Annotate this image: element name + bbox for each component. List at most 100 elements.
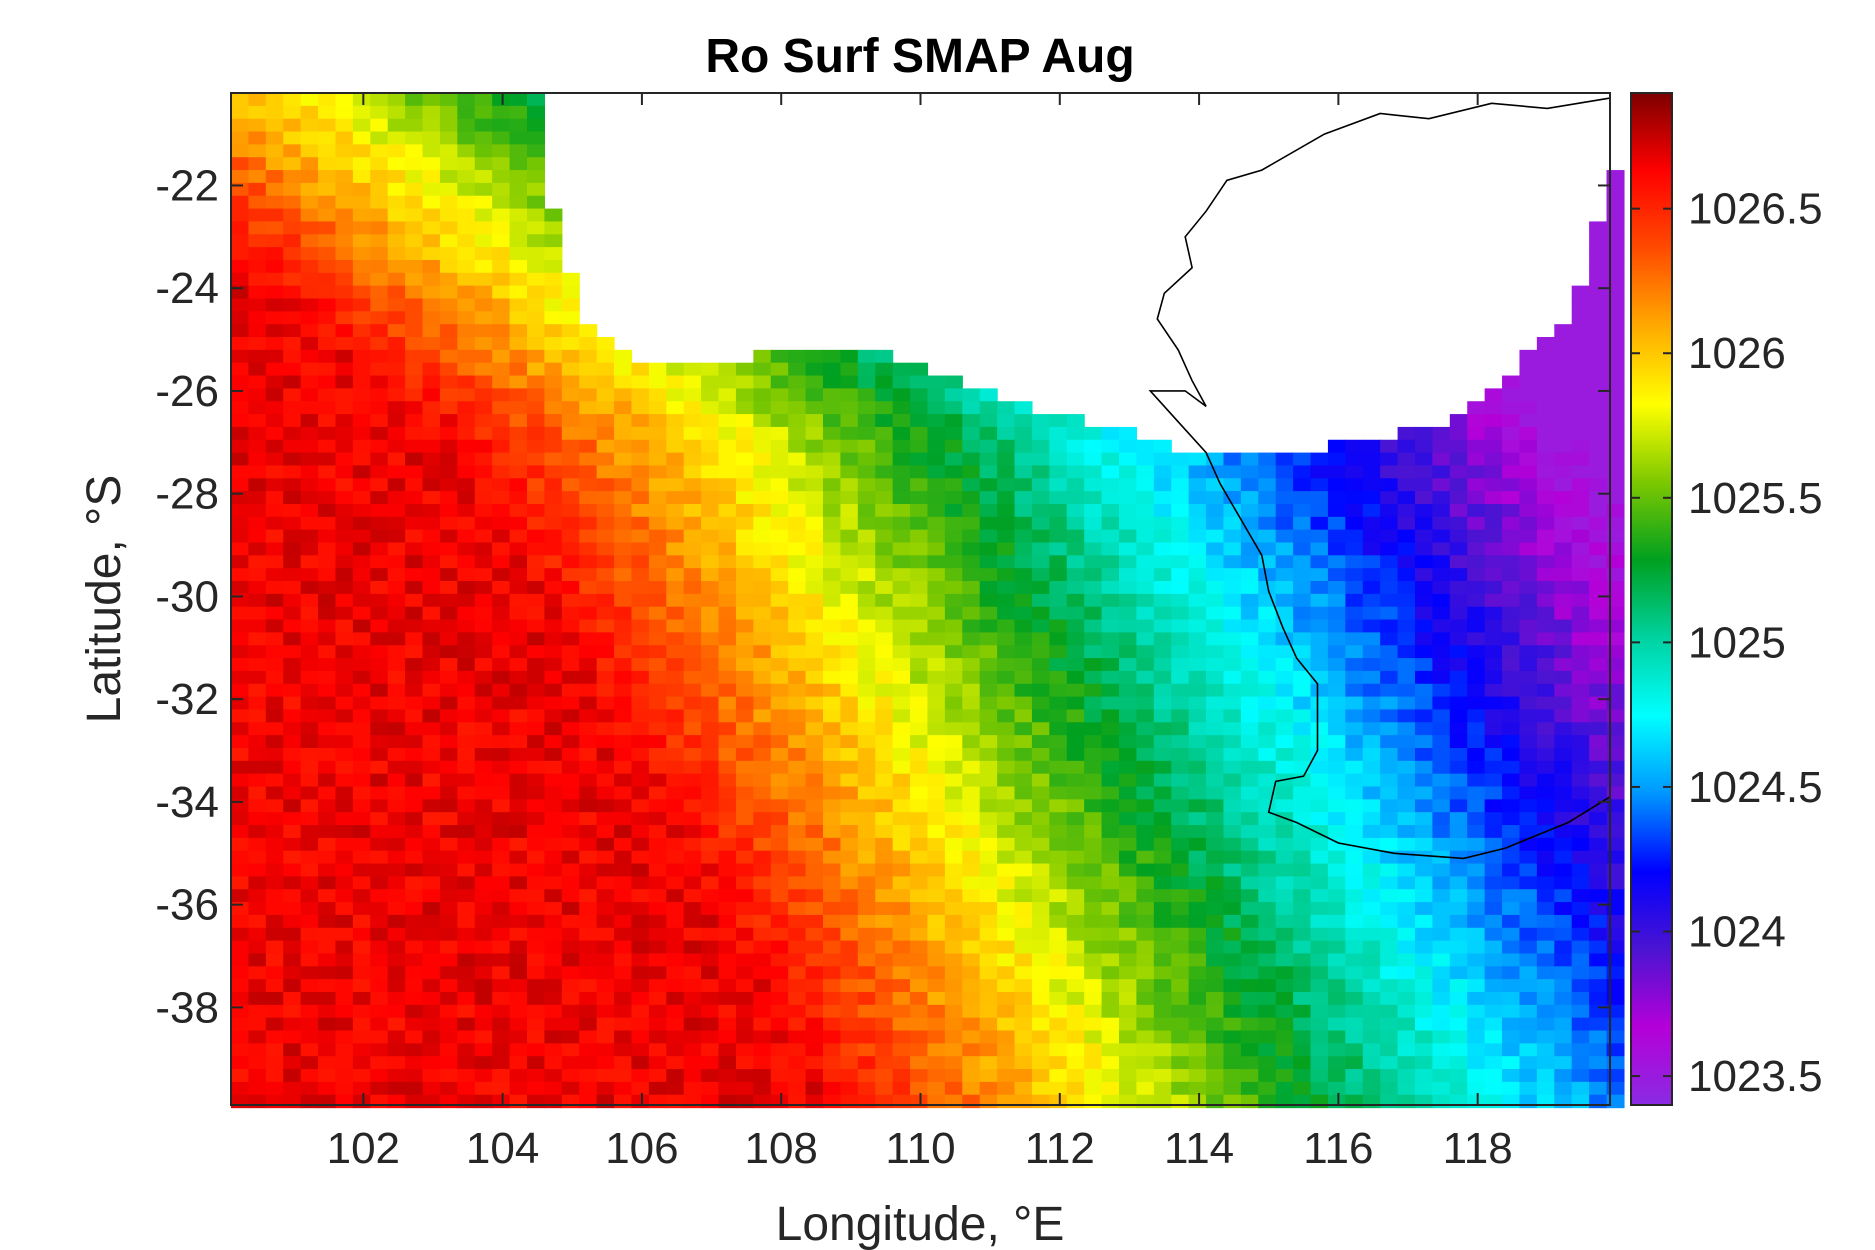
heat-cell bbox=[1223, 773, 1242, 788]
heat-cell bbox=[735, 555, 754, 569]
heat-cell bbox=[1084, 568, 1103, 582]
heat-cell bbox=[701, 799, 720, 813]
heat-cell bbox=[1345, 645, 1364, 659]
heat-cell bbox=[997, 426, 1016, 441]
heat-cell bbox=[1467, 619, 1486, 633]
heat-cell bbox=[1606, 388, 1625, 402]
heat-cell bbox=[788, 876, 807, 890]
heat-cell bbox=[1188, 966, 1207, 980]
heat-cell bbox=[1171, 709, 1190, 723]
heat-cell bbox=[718, 503, 737, 518]
heat-cell bbox=[1258, 979, 1277, 993]
heat-cell bbox=[805, 349, 824, 364]
heat-cell bbox=[1275, 542, 1294, 556]
heat-cell bbox=[1031, 1094, 1050, 1109]
heat-cell bbox=[822, 503, 841, 518]
heat-cell bbox=[579, 1094, 598, 1109]
heat-cell bbox=[1240, 902, 1259, 916]
heat-cell bbox=[1153, 940, 1172, 955]
heat-cell bbox=[405, 221, 424, 235]
heat-cell bbox=[927, 1094, 946, 1109]
heat-cell bbox=[352, 902, 371, 916]
heat-cell bbox=[1397, 747, 1416, 762]
heat-cell bbox=[248, 478, 267, 492]
heat-cell bbox=[1258, 760, 1277, 775]
heat-cell bbox=[1519, 465, 1538, 479]
heat-cell bbox=[1571, 850, 1590, 865]
heat-cell bbox=[527, 683, 546, 698]
heat-cell bbox=[1014, 1056, 1033, 1070]
heat-cell bbox=[579, 1043, 598, 1057]
heat-cell bbox=[892, 1043, 911, 1057]
colorbar-tick-label: 1023.5 bbox=[1688, 1052, 1823, 1101]
heat-cell bbox=[1345, 1069, 1364, 1083]
heat-cell bbox=[1084, 914, 1103, 929]
heat-cell bbox=[509, 670, 528, 685]
heat-cell bbox=[788, 709, 807, 723]
heat-cell bbox=[474, 247, 493, 261]
heat-cell bbox=[1519, 850, 1538, 865]
heat-cell bbox=[805, 850, 824, 865]
heat-cell bbox=[840, 927, 859, 942]
heat-cell bbox=[1136, 606, 1155, 621]
heat-cell bbox=[1536, 1094, 1555, 1109]
heat-cell bbox=[544, 349, 563, 364]
heat-cell bbox=[422, 914, 441, 929]
heat-cell bbox=[457, 452, 476, 467]
heat-cell bbox=[805, 593, 824, 608]
heat-cell bbox=[544, 927, 563, 942]
heat-cell bbox=[1118, 542, 1137, 556]
heat-cell bbox=[1031, 439, 1050, 454]
heat-cell bbox=[718, 799, 737, 813]
heat-cell bbox=[527, 991, 546, 1006]
heat-cell bbox=[1397, 927, 1416, 942]
heat-cell bbox=[979, 940, 998, 955]
heat-cell bbox=[1536, 850, 1555, 865]
heat-cell bbox=[648, 401, 667, 415]
heat-cell bbox=[1606, 285, 1625, 300]
heat-cell bbox=[1554, 966, 1573, 980]
heat-cell bbox=[265, 285, 284, 300]
heat-cell bbox=[248, 812, 267, 826]
heat-cell bbox=[1589, 837, 1608, 852]
heat-cell bbox=[1066, 850, 1085, 865]
heat-cell bbox=[875, 555, 894, 569]
heat-cell bbox=[892, 478, 911, 492]
heat-cell bbox=[648, 555, 667, 569]
heat-cell bbox=[335, 953, 354, 967]
heat-cell bbox=[1589, 632, 1608, 646]
heat-cell bbox=[335, 375, 354, 389]
heat-cell bbox=[1502, 927, 1521, 942]
heat-cell bbox=[910, 619, 929, 633]
heat-cell bbox=[231, 131, 250, 145]
heat-cell bbox=[892, 696, 911, 711]
heat-cell bbox=[1118, 619, 1137, 633]
heat-cell bbox=[1606, 298, 1625, 312]
heat-cell bbox=[405, 157, 424, 171]
heat-cell bbox=[509, 773, 528, 788]
heat-cell bbox=[1275, 760, 1294, 775]
heat-cell bbox=[1258, 1056, 1277, 1070]
heat-cell bbox=[1240, 812, 1259, 826]
heat-cell bbox=[248, 144, 267, 158]
heat-cell bbox=[666, 606, 685, 621]
heat-cell bbox=[840, 940, 859, 955]
heat-cell bbox=[1327, 478, 1346, 492]
heat-cell bbox=[614, 786, 633, 800]
heat-cell bbox=[1571, 503, 1590, 518]
heat-cell bbox=[701, 388, 720, 402]
heat-cell bbox=[1327, 940, 1346, 955]
heat-cell bbox=[840, 555, 859, 569]
heat-cell bbox=[265, 645, 284, 659]
heat-cell bbox=[944, 863, 963, 877]
heat-cell bbox=[1327, 722, 1346, 736]
heat-cell bbox=[1188, 1081, 1207, 1096]
heat-cell bbox=[1519, 1069, 1538, 1083]
heat-cell bbox=[805, 465, 824, 479]
heat-cell bbox=[1031, 1056, 1050, 1070]
heat-cell bbox=[683, 516, 702, 531]
heat-cell bbox=[300, 953, 319, 967]
heat-cell bbox=[701, 670, 720, 685]
heat-cell bbox=[492, 452, 511, 467]
heat-cell bbox=[335, 1004, 354, 1019]
